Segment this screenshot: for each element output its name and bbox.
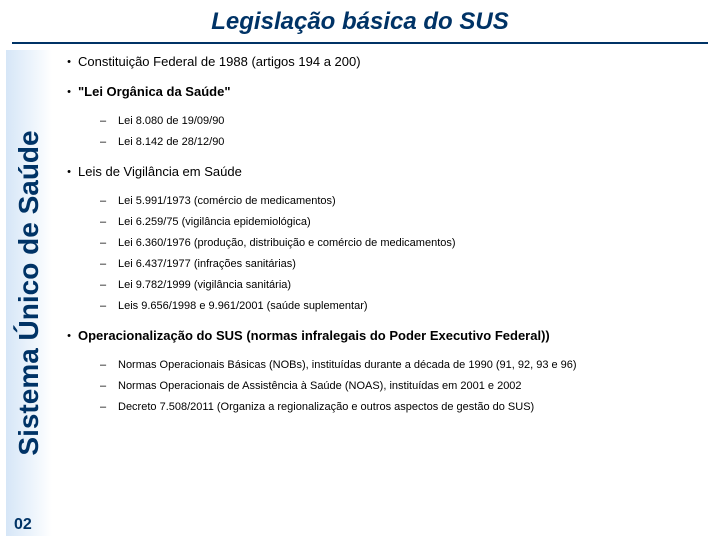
bullet-2-text: "Lei Orgânica da Saúde"	[78, 84, 230, 100]
bullet-dot-icon: •	[60, 54, 78, 70]
dash-icon: –	[100, 194, 118, 209]
bullet-1-text: Constituição Federal de 1988 (artigos 19…	[78, 54, 361, 70]
sidebar-label: Sistema Único de Saúde	[13, 130, 45, 455]
sub-item: – Lei 6.259/75 (vigilância epidemiológic…	[100, 215, 708, 230]
bullet-3-text: Leis de Vigilância em Saúde	[78, 164, 242, 180]
sub-text: Lei 6.360/1976 (produção, distribuição e…	[118, 236, 456, 251]
sub-text: Lei 8.142 de 28/12/90	[118, 135, 224, 150]
bullet-4-sublist: – Normas Operacionais Básicas (NOBs), in…	[100, 358, 708, 415]
sub-text: Lei 6.259/75 (vigilância epidemiológica)	[118, 215, 311, 230]
sub-text: Lei 8.080 de 19/09/90	[118, 114, 224, 129]
sub-item: – Lei 9.782/1999 (vigilância sanitária)	[100, 278, 708, 293]
sub-text: Normas Operacionais Básicas (NOBs), inst…	[118, 358, 577, 373]
page-number: 02	[14, 516, 32, 534]
bullet-2-sublist: – Lei 8.080 de 19/09/90 – Lei 8.142 de 2…	[100, 114, 708, 150]
bullet-dot-icon: •	[60, 328, 78, 344]
sub-text: Lei 6.437/1977 (infrações sanitárias)	[118, 257, 296, 272]
dash-icon: –	[100, 236, 118, 251]
sub-item: – Normas Operacionais Básicas (NOBs), in…	[100, 358, 708, 373]
dash-icon: –	[100, 358, 118, 373]
bullet-3: • Leis de Vigilância em Saúde	[60, 164, 708, 180]
dash-icon: –	[100, 400, 118, 415]
slide-title: Legislação básica do SUS	[0, 8, 720, 36]
sub-item: – Lei 8.080 de 19/09/90	[100, 114, 708, 129]
dash-icon: –	[100, 114, 118, 129]
dash-icon: –	[100, 299, 118, 314]
sub-item: – Normas Operacionais de Assistência à S…	[100, 379, 708, 394]
sub-item: – Lei 8.142 de 28/12/90	[100, 135, 708, 150]
title-divider	[12, 42, 708, 44]
sub-item: – Decreto 7.508/2011 (Organiza a regiona…	[100, 400, 708, 415]
content-area: • Constituição Federal de 1988 (artigos …	[60, 54, 708, 530]
bullet-4-text: Operacionalização do SUS (normas infrale…	[78, 328, 550, 344]
bullet-dot-icon: •	[60, 84, 78, 100]
slide: Legislação básica do SUS Sistema Único d…	[0, 0, 720, 540]
sub-item: – Lei 5.991/1973 (comércio de medicament…	[100, 194, 708, 209]
sub-text: Decreto 7.508/2011 (Organiza a regionali…	[118, 400, 534, 415]
sub-text: Lei 5.991/1973 (comércio de medicamentos…	[118, 194, 336, 209]
sub-text: Normas Operacionais de Assistência à Saú…	[118, 379, 522, 394]
sidebar: Sistema Único de Saúde	[6, 50, 52, 536]
dash-icon: –	[100, 215, 118, 230]
dash-icon: –	[100, 278, 118, 293]
sub-item: – Lei 6.360/1976 (produção, distribuição…	[100, 236, 708, 251]
sub-item: – Lei 6.437/1977 (infrações sanitárias)	[100, 257, 708, 272]
bullet-dot-icon: •	[60, 164, 78, 180]
bullet-1: • Constituição Federal de 1988 (artigos …	[60, 54, 708, 70]
title-bar: Legislação básica do SUS	[0, 0, 720, 40]
bullet-4: • Operacionalização do SUS (normas infra…	[60, 328, 708, 344]
dash-icon: –	[100, 135, 118, 150]
dash-icon: –	[100, 379, 118, 394]
sub-text: Leis 9.656/1998 e 9.961/2001 (saúde supl…	[118, 299, 368, 314]
dash-icon: –	[100, 257, 118, 272]
sub-text: Lei 9.782/1999 (vigilância sanitária)	[118, 278, 291, 293]
sub-item: – Leis 9.656/1998 e 9.961/2001 (saúde su…	[100, 299, 708, 314]
bullet-3-sublist: – Lei 5.991/1973 (comércio de medicament…	[100, 194, 708, 314]
bullet-2: • "Lei Orgânica da Saúde"	[60, 84, 708, 100]
